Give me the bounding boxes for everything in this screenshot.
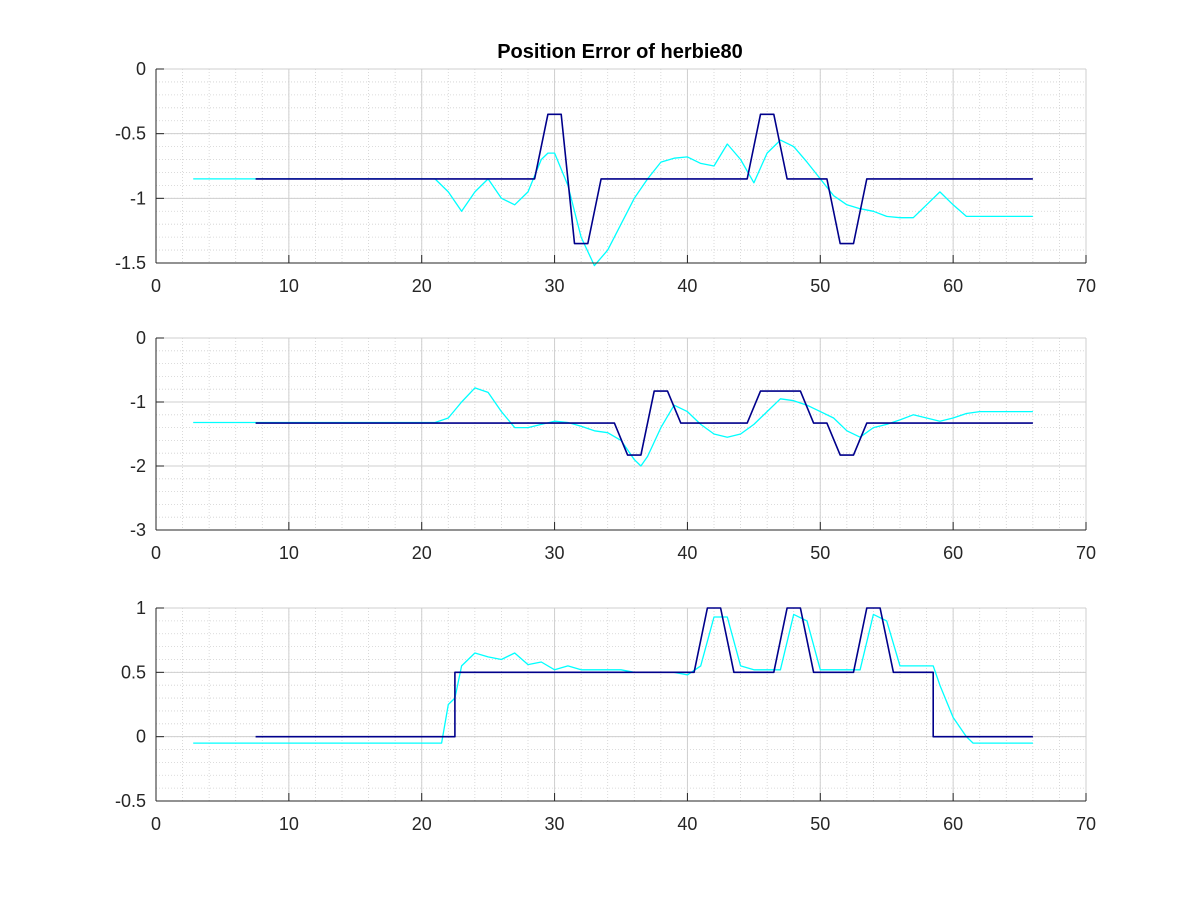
x-tick-label: 20	[412, 543, 432, 563]
x-tick-label: 50	[810, 543, 830, 563]
x-tick-label: 70	[1076, 543, 1096, 563]
y-tick-label: -3	[130, 520, 146, 540]
series-line-2	[255, 390, 1033, 456]
series-line-1	[193, 139, 1033, 267]
x-tick-label: 40	[677, 276, 697, 296]
x-tick-label: 10	[279, 543, 299, 563]
x-tick-label: 30	[545, 276, 565, 296]
series-line-1	[193, 613, 1033, 744]
x-tick-label: 70	[1076, 814, 1096, 834]
chart-title: Position Error of herbie80	[497, 41, 743, 63]
x-tick-label: 20	[412, 814, 432, 834]
axes-3: 0 10 20 30 40 50 60 70-0.500.51	[115, 598, 1096, 834]
x-tick-label: 30	[545, 543, 565, 563]
y-tick-label: -2	[130, 456, 146, 476]
x-tick-label: 60	[943, 814, 963, 834]
y-tick-label: -0.5	[115, 124, 146, 144]
x-tick-label: 10	[279, 276, 299, 296]
y-tick-label: 0	[136, 328, 146, 348]
y-tick-label: 0.5	[121, 662, 146, 682]
x-tick-label: 60	[943, 276, 963, 296]
x-tick-label: 30	[545, 814, 565, 834]
x-tick-label: 50	[810, 814, 830, 834]
x-tick-label: 0	[151, 814, 161, 834]
series-line-1	[193, 387, 1033, 467]
x-tick-label: 10	[279, 814, 299, 834]
y-tick-label: -1.5	[115, 253, 146, 273]
x-tick-label: 70	[1076, 276, 1096, 296]
y-tick-label: -1	[130, 392, 146, 412]
axes-1: 0 10 20 30 40 50 60 70 -1.5 -1 -0.5 0	[115, 59, 1096, 296]
y-tick-label: 1	[136, 598, 146, 618]
series-line-2	[255, 607, 1033, 738]
series-line-2	[255, 113, 1033, 245]
y-tick-label: 0	[136, 59, 146, 79]
axes-2: 0 10 20 30 40 50 60 70 -3 -2 -1 0	[130, 328, 1096, 563]
x-tick-label: 40	[677, 543, 697, 563]
x-tick-label: 60	[943, 543, 963, 563]
x-tick-label: 0	[151, 276, 161, 296]
x-tick-label: 50	[810, 276, 830, 296]
x-tick-label: 40	[677, 814, 697, 834]
y-tick-label: -1	[130, 188, 146, 208]
y-tick-label: -0.5	[115, 791, 146, 811]
x-tick-label: 20	[412, 276, 432, 296]
y-tick-label: 0	[136, 727, 146, 747]
x-tick-label: 0	[151, 543, 161, 563]
